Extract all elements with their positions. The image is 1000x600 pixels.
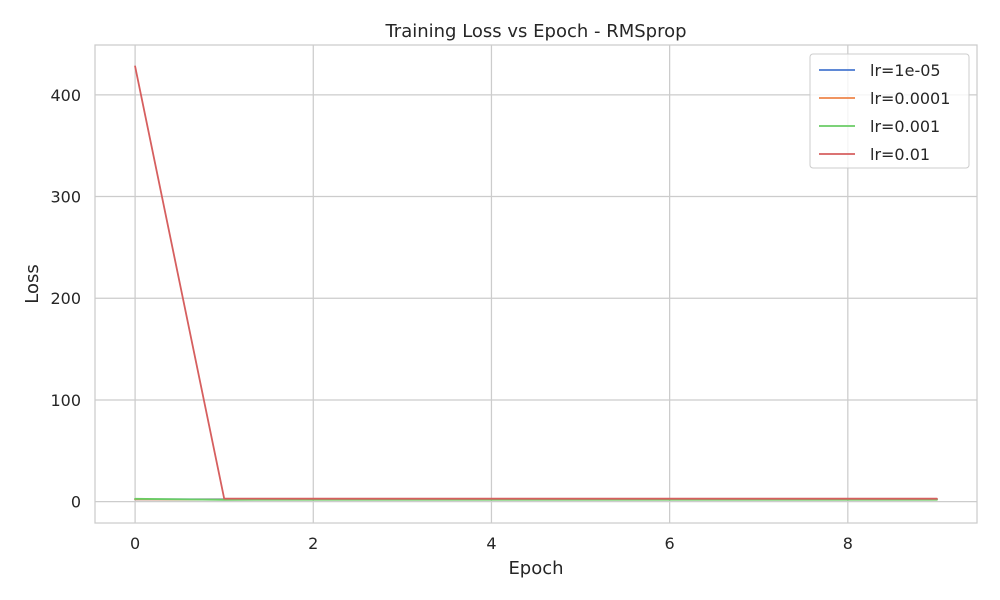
x-tick-label: 4 <box>486 534 496 553</box>
y-tick-label: 300 <box>50 188 81 207</box>
x-tick-label: 8 <box>843 534 853 553</box>
tick-labels: 0 2 4 6 8 0 100 200 300 400 <box>50 86 852 553</box>
x-tick-label: 6 <box>665 534 675 553</box>
x-tick-label: 0 <box>130 534 140 553</box>
y-tick-label: 200 <box>50 289 81 308</box>
y-tick-label: 100 <box>50 391 81 410</box>
legend-entry-label: lr=0.001 <box>870 117 940 136</box>
y-tick-label: 0 <box>71 493 81 512</box>
series-line-3 <box>134 65 938 500</box>
legend-box <box>809 53 970 169</box>
x-tick-label: 2 <box>308 534 318 553</box>
legend-entry-label: lr=0.01 <box>870 145 930 164</box>
series-line-2 <box>134 497 938 501</box>
y-tick-label: 400 <box>50 86 81 105</box>
y-axis-label: Loss <box>22 264 43 303</box>
x-axis-label: Epoch <box>508 558 563 579</box>
chart-title: Training Loss vs Epoch - RMSprop <box>384 21 686 42</box>
series-lines <box>134 65 938 501</box>
legend: lr=1e-05 lr=0.0001 lr=0.001 lr=0.01 <box>809 53 970 169</box>
legend-entry-label: lr=0.0001 <box>870 89 950 108</box>
plot-frame <box>94 44 978 524</box>
legend-entry-label: lr=1e-05 <box>870 61 941 80</box>
